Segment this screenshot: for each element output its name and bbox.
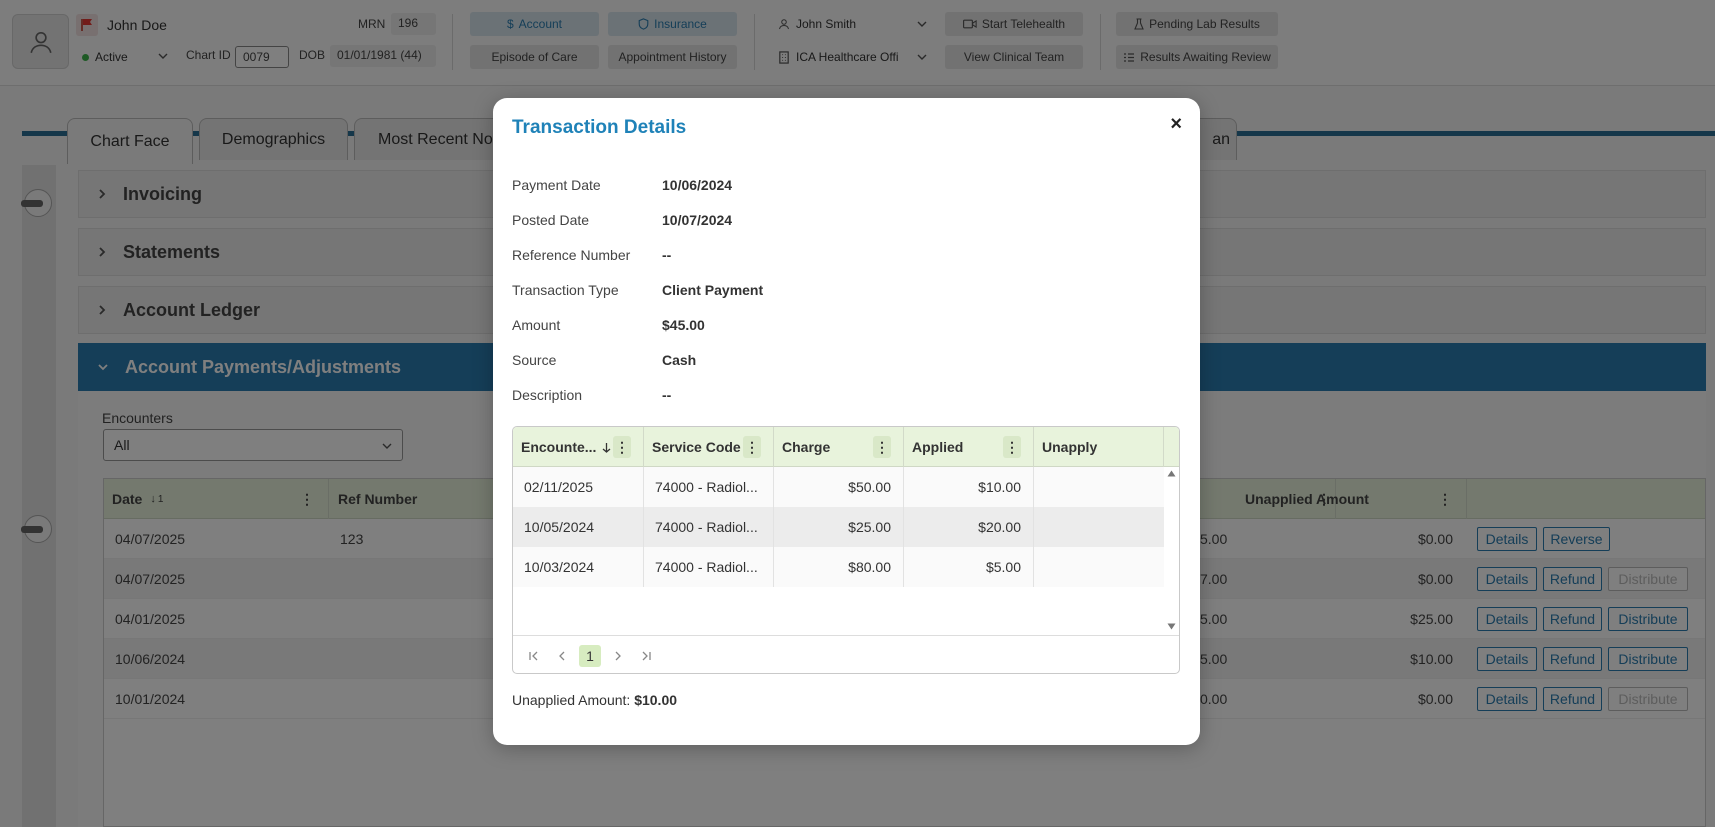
column-label: Encounte... bbox=[521, 439, 597, 455]
payment-date-label: Payment Date bbox=[512, 177, 601, 193]
amount-value: $45.00 bbox=[662, 317, 705, 333]
column-header-encounter[interactable]: Encounte... ⋮ bbox=[513, 427, 644, 467]
grid-scrollbar[interactable] bbox=[1163, 467, 1179, 635]
posted-date-label: Posted Date bbox=[512, 212, 590, 228]
grid-row: 10/03/2024 74000 - Radiol... $80.00 $5.0… bbox=[513, 547, 1164, 587]
current-page-button[interactable]: 1 bbox=[579, 644, 601, 667]
cell-charge: $25.00 bbox=[774, 507, 904, 547]
column-label: Charge bbox=[782, 439, 831, 455]
transaction-type-value: Client Payment bbox=[662, 282, 764, 298]
column-menu-icon[interactable]: ⋮ bbox=[873, 436, 891, 458]
source-label: Source bbox=[512, 352, 557, 368]
last-page-icon[interactable] bbox=[635, 645, 657, 667]
grid-pager: 1 bbox=[513, 635, 1179, 673]
scroll-down-icon[interactable] bbox=[1167, 623, 1176, 630]
column-label: Applied bbox=[912, 439, 964, 455]
unapplied-amount-label: Unapplied Amount: bbox=[512, 692, 631, 708]
applied-charges-grid: Encounte... ⋮ Service Code ⋮ Charge ⋮ Ap… bbox=[512, 426, 1180, 674]
posted-date-value: 10/07/2024 bbox=[662, 212, 733, 228]
column-header-charge[interactable]: Charge ⋮ bbox=[774, 427, 904, 467]
previous-page-icon[interactable] bbox=[551, 645, 573, 667]
column-menu-icon[interactable]: ⋮ bbox=[1003, 436, 1021, 458]
cell-applied: $5.00 bbox=[904, 547, 1034, 587]
cell-unapply[interactable] bbox=[1034, 547, 1164, 587]
transaction-type-label: Transaction Type bbox=[512, 282, 619, 298]
column-label: Unapply bbox=[1042, 439, 1098, 455]
grid-header: Encounte... ⋮ Service Code ⋮ Charge ⋮ Ap… bbox=[513, 427, 1179, 467]
cell-unapply[interactable] bbox=[1034, 467, 1164, 507]
source-value: Cash bbox=[662, 352, 697, 368]
column-header-service-code[interactable]: Service Code ⋮ bbox=[644, 427, 774, 467]
modal-title: Transaction Details bbox=[512, 117, 687, 138]
scroll-up-icon[interactable] bbox=[1167, 470, 1176, 477]
cell-service-code: 74000 - Radiol... bbox=[644, 467, 774, 507]
column-label: Service Code bbox=[652, 439, 741, 455]
cell-encounter: 02/11/2025 bbox=[513, 467, 644, 507]
description-value: -- bbox=[662, 387, 672, 403]
unapplied-amount: Unapplied Amount: $10.00 bbox=[512, 692, 677, 708]
cell-encounter: 10/03/2024 bbox=[513, 547, 644, 587]
transaction-details-modal: Transaction Details × Payment Date 10/06… bbox=[493, 98, 1200, 745]
payment-date-value: 10/06/2024 bbox=[662, 177, 733, 193]
column-menu-icon[interactable]: ⋮ bbox=[613, 436, 631, 458]
cell-service-code: 74000 - Radiol... bbox=[644, 507, 774, 547]
cell-applied: $20.00 bbox=[904, 507, 1034, 547]
column-menu-icon[interactable]: ⋮ bbox=[743, 436, 761, 458]
sort-desc-icon bbox=[603, 442, 611, 453]
cell-service-code: 74000 - Radiol... bbox=[644, 547, 774, 587]
column-header-applied[interactable]: Applied ⋮ bbox=[904, 427, 1034, 467]
first-page-icon[interactable] bbox=[523, 645, 545, 667]
unapplied-amount-value: $10.00 bbox=[634, 692, 678, 708]
grid-row: 02/11/2025 74000 - Radiol... $50.00 $10.… bbox=[513, 467, 1164, 507]
column-header-unapply[interactable]: Unapply bbox=[1034, 427, 1164, 467]
description-label: Description bbox=[512, 387, 583, 403]
close-icon[interactable]: × bbox=[1170, 113, 1182, 135]
cell-charge: $80.00 bbox=[774, 547, 904, 587]
cell-charge: $50.00 bbox=[774, 467, 904, 507]
reference-number-label: Reference Number bbox=[512, 247, 631, 263]
cell-encounter: 10/05/2024 bbox=[513, 507, 644, 547]
grid-row: 10/05/2024 74000 - Radiol... $25.00 $20.… bbox=[513, 507, 1164, 547]
next-page-icon[interactable] bbox=[607, 645, 629, 667]
cell-unapply[interactable] bbox=[1034, 507, 1164, 547]
reference-number-value: -- bbox=[662, 247, 672, 263]
amount-label: Amount bbox=[512, 317, 561, 333]
cell-applied: $10.00 bbox=[904, 467, 1034, 507]
